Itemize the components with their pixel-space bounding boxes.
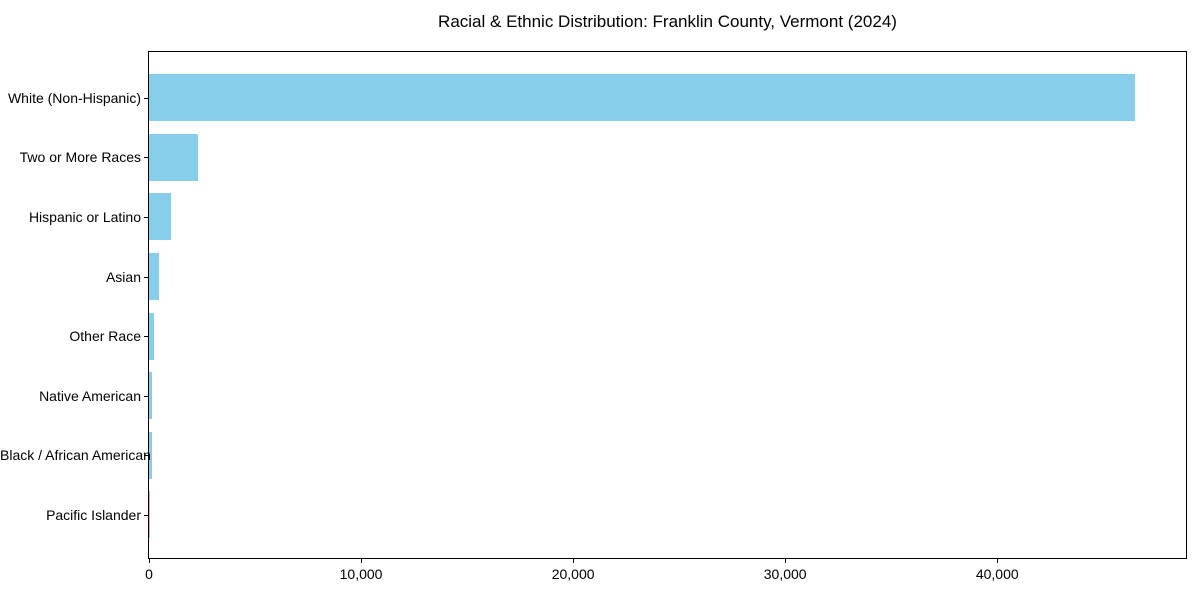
y-axis-label: White (Non-Hispanic) bbox=[7, 89, 141, 106]
bar-two-or-more-races bbox=[149, 133, 198, 181]
x-tick-label: 0 bbox=[145, 566, 153, 582]
y-tick-mark bbox=[144, 157, 148, 159]
x-tick-mark bbox=[573, 559, 575, 563]
x-tick-mark bbox=[361, 559, 363, 563]
y-tick-mark bbox=[144, 336, 148, 338]
y-tick-mark bbox=[144, 276, 148, 278]
y-axis-label: Hispanic or Latino bbox=[28, 208, 141, 225]
y-tick-mark bbox=[144, 455, 148, 457]
y-axis-label: Asian bbox=[105, 268, 141, 285]
y-tick-mark bbox=[144, 514, 148, 516]
bar-other-race bbox=[149, 312, 155, 360]
y-axis-label: Pacific Islander bbox=[46, 506, 141, 523]
bar-native-american bbox=[149, 372, 152, 420]
bar-hispanic-or-latino bbox=[149, 193, 171, 241]
y-axis-label: Black / African American bbox=[0, 447, 151, 464]
y-tick-mark bbox=[144, 395, 148, 397]
chart-title: Racial & Ethnic Distribution: Franklin C… bbox=[438, 12, 897, 31]
y-tick-mark bbox=[144, 97, 148, 99]
x-tick-label: 10,000 bbox=[339, 566, 383, 582]
x-tick-mark bbox=[785, 559, 787, 563]
plot-area bbox=[148, 51, 1187, 559]
y-tick-mark bbox=[144, 216, 148, 218]
x-tick-mark bbox=[997, 559, 999, 563]
x-tick-label: 20,000 bbox=[551, 566, 595, 582]
x-tick-label: 30,000 bbox=[763, 566, 807, 582]
bar-white-non-hispanic bbox=[149, 74, 1136, 122]
y-axis-label: Native American bbox=[39, 387, 141, 404]
x-tick-mark bbox=[149, 559, 150, 563]
y-axis-label: Two or More Races bbox=[19, 149, 141, 166]
y-axis-label: Other Race bbox=[69, 328, 141, 345]
x-tick-label: 40,000 bbox=[975, 566, 1019, 582]
bar-black-african-american bbox=[149, 431, 152, 479]
bar-asian bbox=[149, 253, 159, 300]
